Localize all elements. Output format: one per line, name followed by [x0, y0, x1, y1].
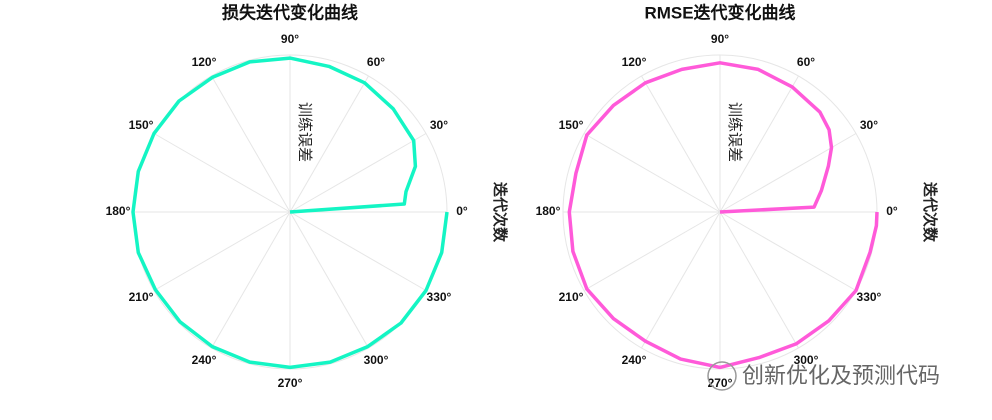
angle-tick-label: 270° [278, 376, 303, 390]
angle-tick-label: 300° [794, 353, 819, 367]
grid-spoke [211, 211, 291, 349]
axis-label: 迭代次数 [491, 182, 509, 243]
angle-tick-label: 330° [427, 290, 452, 304]
grid-spoke [211, 75, 291, 213]
angle-tick-label: 60° [367, 55, 385, 69]
radial-label: 训练误差 [296, 102, 313, 162]
grid-spoke [289, 211, 427, 291]
angle-tick-label: 90° [281, 32, 299, 46]
grid-spoke [641, 211, 721, 349]
grid-spoke [289, 133, 427, 213]
grid-spoke [583, 211, 721, 291]
angle-tick-label: 330° [857, 290, 882, 304]
angle-tick-label: 210° [129, 290, 154, 304]
chart-title: 损失迭代变化曲线 [222, 2, 358, 22]
grid-spoke [719, 133, 857, 213]
angle-tick-label: 150° [129, 118, 154, 132]
angle-tick-label: 30° [430, 118, 448, 132]
watermark-text: 创新优化及预测代码 [742, 363, 940, 388]
angle-tick-label: 180° [536, 204, 561, 218]
grid-spoke [153, 211, 291, 291]
grid-spoke [641, 75, 721, 213]
angle-tick-label: 300° [364, 353, 389, 367]
angle-tick-label: 180° [106, 204, 131, 218]
angle-tick-label: 90° [711, 32, 729, 46]
angle-tick-label: 150° [559, 118, 584, 132]
angle-tick-label: 120° [192, 55, 217, 69]
angle-tick-label: 60° [797, 55, 815, 69]
grid-spoke [289, 211, 369, 349]
angle-tick-label: 210° [559, 290, 584, 304]
angle-tick-label: 0° [456, 204, 468, 218]
radial-label: 训练误差 [726, 102, 743, 162]
watermark: 创新优化及预测代码 [707, 361, 940, 391]
axis-label: 迭代次数 [921, 182, 939, 243]
angle-tick-label: 240° [192, 353, 217, 367]
chart-title: RMSE迭代变化曲线 [644, 2, 795, 22]
angle-tick-label: 30° [860, 118, 878, 132]
grid-spoke [153, 133, 291, 213]
series-line [567, 61, 879, 370]
series-line [131, 56, 449, 370]
grid-spoke [583, 133, 721, 213]
angle-tick-label: 120° [622, 55, 647, 69]
angle-tick-label: 0° [886, 204, 898, 218]
angle-tick-label: 240° [622, 353, 647, 367]
watermark-icon [707, 361, 737, 391]
grid-spoke [719, 211, 857, 291]
grid-spoke [719, 75, 799, 213]
grid-spoke [289, 75, 369, 213]
grid-spoke [719, 211, 799, 349]
